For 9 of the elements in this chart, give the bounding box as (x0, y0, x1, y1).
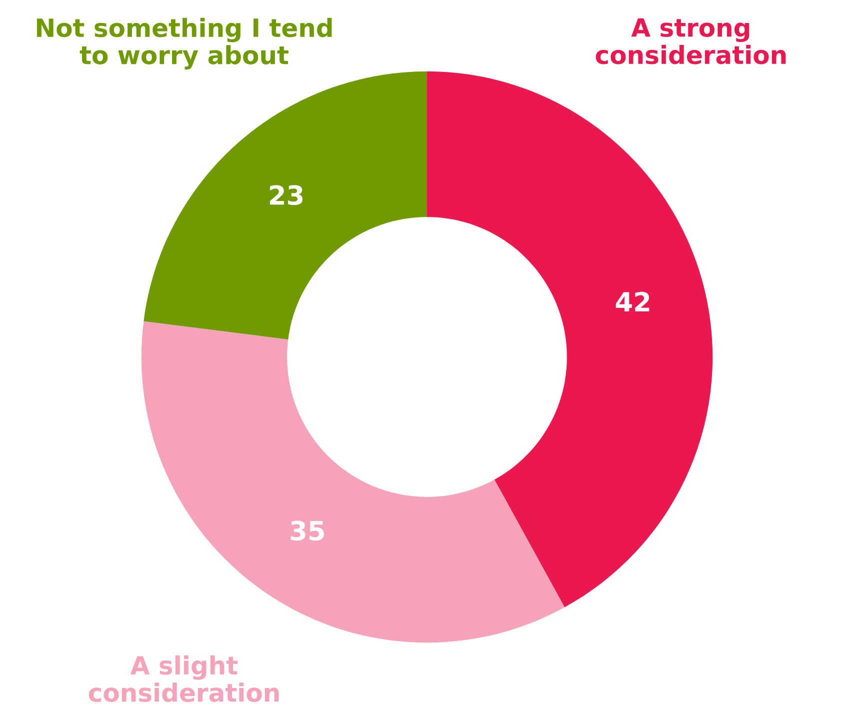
donut-slice (144, 71, 427, 340)
data-label: 35 (290, 520, 324, 541)
slice-label: A slight consideration (88, 655, 279, 702)
donut-slice (427, 71, 713, 608)
data-label: 42 (616, 292, 650, 312)
data-label: 23 (270, 185, 303, 206)
slice-label: A strong consideration (596, 18, 786, 64)
donut-slice (141, 321, 565, 643)
slice-label: Not something I tend to worry about (36, 18, 332, 70)
